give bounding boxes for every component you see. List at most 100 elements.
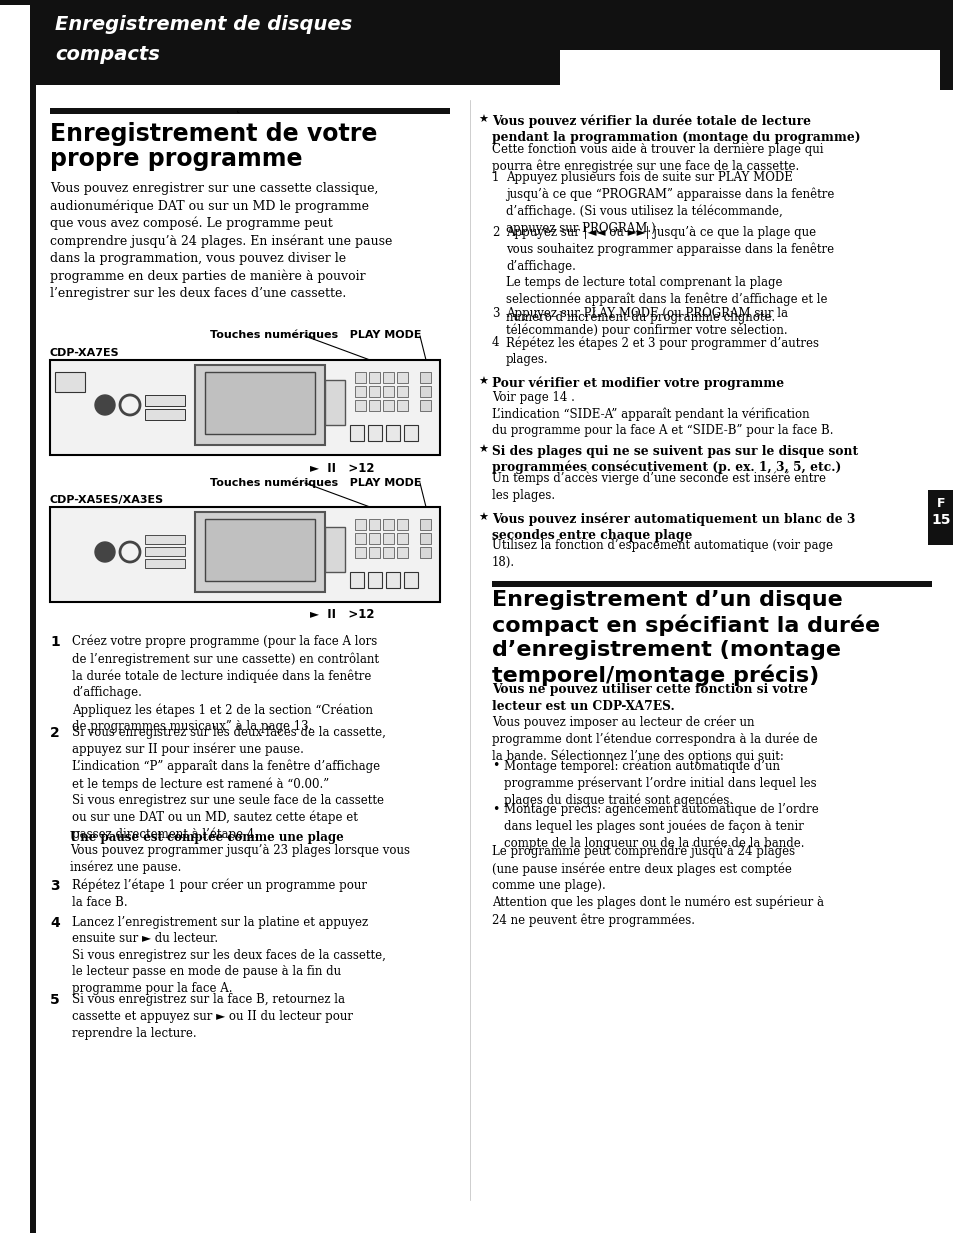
Bar <box>382 399 394 411</box>
Bar <box>355 399 366 411</box>
Text: Vous pouvez insérer automatiquement un blanc de 3
secondes entre chaque plage: Vous pouvez insérer automatiquement un b… <box>492 513 855 543</box>
Text: Répétez l’étape 1 pour créer un programme pour
la face B.: Répétez l’étape 1 pour créer un programm… <box>71 879 367 909</box>
Text: Voir page 14 .
L’indication “SIDE-A” apparaît pendant la vérification
du program: Voir page 14 . L’indication “SIDE-A” app… <box>492 391 833 438</box>
Text: 4: 4 <box>50 916 60 930</box>
Text: Touches numériques   PLAY MODE: Touches numériques PLAY MODE <box>210 330 421 340</box>
Text: CDP-XA5ES/XA3ES: CDP-XA5ES/XA3ES <box>50 494 164 506</box>
Bar <box>355 386 366 397</box>
Bar <box>382 547 394 559</box>
Text: Lancez l’enregistrement sur la platine et appuyez
ensuite sur ► du lecteur.
Si v: Lancez l’enregistrement sur la platine e… <box>71 916 385 995</box>
Text: Vous pouvez programmer jusqu’à 23 plages lorsque vous
insérez une pause.: Vous pouvez programmer jusqu’à 23 plages… <box>70 845 410 874</box>
Bar <box>145 535 185 544</box>
Bar <box>30 0 36 1233</box>
Bar <box>30 5 559 85</box>
Text: ★: ★ <box>477 115 488 125</box>
Text: Appuyez plusieurs fois de suite sur PLAY MODE
jusqu’à ce que “PROGRAM” apparaiss: Appuyez plusieurs fois de suite sur PLAY… <box>505 171 834 234</box>
Bar <box>50 109 450 113</box>
Text: compacts: compacts <box>55 44 160 64</box>
Text: 1: 1 <box>492 171 498 184</box>
Text: 2: 2 <box>492 226 498 239</box>
Bar <box>355 547 366 559</box>
Bar <box>205 519 314 581</box>
Bar <box>355 372 366 383</box>
Bar <box>55 372 85 392</box>
Text: Vous pouvez imposer au lecteur de créer un
programme dont l’étendue correspondra: Vous pouvez imposer au lecteur de créer … <box>492 715 817 763</box>
Bar <box>50 507 439 602</box>
Text: Utilisez la fonction d’espacement automatique (voir page
18).: Utilisez la fonction d’espacement automa… <box>492 540 832 568</box>
Text: ˛: ˛ <box>234 100 241 113</box>
Bar <box>396 519 408 530</box>
Text: Si vous enregistrez sur les deux faces de la cassette,
appuyez sur II pour insér: Si vous enregistrez sur les deux faces d… <box>71 726 385 841</box>
Text: Montage temporel: création automatique d’un
programme préservant l’ordre initial: Montage temporel: création automatique d… <box>503 760 816 808</box>
Text: Appuyez sur PLAY MODE (ou PROGRAM sur la
télécommande) pour confirmer votre séle: Appuyez sur PLAY MODE (ou PROGRAM sur la… <box>505 307 787 337</box>
Bar <box>194 365 325 445</box>
Bar <box>369 386 379 397</box>
Text: 5: 5 <box>50 994 60 1007</box>
Bar <box>382 386 394 397</box>
Bar <box>382 372 394 383</box>
Bar <box>396 386 408 397</box>
Bar <box>559 5 949 51</box>
Text: ►  II   >12: ► II >12 <box>310 608 375 621</box>
Bar <box>355 519 366 530</box>
Text: Cette fonction vous aide à trouver la dernière plage qui
pourra être enregistrée: Cette fonction vous aide à trouver la de… <box>492 142 822 173</box>
Text: Touches numériques   PLAY MODE: Touches numériques PLAY MODE <box>210 478 421 488</box>
Text: •: • <box>492 803 498 815</box>
Text: Une pause est comptée comme une plage: Une pause est comptée comme une plage <box>70 831 343 845</box>
Bar <box>403 425 417 441</box>
Text: ★: ★ <box>477 513 488 523</box>
Text: Créez votre propre programme (pour la face A lors
de l’enregistrement sur une ca: Créez votre propre programme (pour la fa… <box>71 635 378 734</box>
Bar <box>325 526 345 572</box>
Bar <box>350 425 364 441</box>
Text: Vous ne pouvez utiliser cette fonction si votre
lecteur est un CDP-XA7ES.: Vous ne pouvez utiliser cette fonction s… <box>492 683 807 713</box>
Text: Répétez les étapes 2 et 3 pour programmer d’autres
plages.: Répétez les étapes 2 et 3 pour programme… <box>505 337 818 366</box>
Bar <box>419 547 431 559</box>
Text: Enregistrement d’un disque
compact en spécifiant la durée
d’enregistrement (mont: Enregistrement d’un disque compact en sp… <box>492 591 880 687</box>
Text: Enregistrement de votre: Enregistrement de votre <box>50 122 377 145</box>
Text: CDP-XA7ES: CDP-XA7ES <box>50 348 119 358</box>
Text: Montage précis: agencement automatique de l’ordre
dans lequel les plages sont jo: Montage précis: agencement automatique d… <box>503 803 818 851</box>
Bar <box>419 533 431 544</box>
Bar <box>403 572 417 588</box>
Bar <box>194 512 325 592</box>
Text: Si des plages qui ne se suivent pas sur le disque sont
programmées consécutiveme: Si des plages qui ne se suivent pas sur … <box>492 445 858 475</box>
Bar <box>492 581 931 587</box>
Bar <box>325 380 345 425</box>
Text: Si vous enregistrez sur la face B, retournez la
cassette et appuyez sur ► ou II : Si vous enregistrez sur la face B, retou… <box>71 994 353 1039</box>
Bar <box>368 425 381 441</box>
Bar <box>927 490 953 545</box>
Bar <box>939 0 953 90</box>
Bar <box>145 547 185 556</box>
Bar <box>368 572 381 588</box>
Text: ★: ★ <box>477 445 488 455</box>
Text: 3: 3 <box>50 879 59 893</box>
Text: •: • <box>492 760 498 773</box>
Bar <box>369 547 379 559</box>
Bar <box>369 533 379 544</box>
Text: 2: 2 <box>50 726 60 740</box>
Bar <box>419 372 431 383</box>
Bar <box>396 547 408 559</box>
Bar <box>369 372 379 383</box>
Bar <box>145 395 185 406</box>
Text: Appuyez sur |◄◄ ou ►►| jusqu’à ce que la plage que
vous souhaitez programmer app: Appuyez sur |◄◄ ou ►►| jusqu’à ce que la… <box>505 226 833 323</box>
Bar <box>369 399 379 411</box>
Text: 1: 1 <box>50 635 60 649</box>
Text: Le programme peut comprendre jusqu’à 24 plages
(une pause insérée entre deux pla: Le programme peut comprendre jusqu’à 24 … <box>492 846 823 926</box>
Bar <box>386 425 399 441</box>
Text: F: F <box>936 497 944 510</box>
Bar <box>0 0 953 5</box>
Bar <box>396 533 408 544</box>
Text: 15: 15 <box>930 513 950 526</box>
Text: ★: ★ <box>477 377 488 387</box>
Bar <box>386 572 399 588</box>
Circle shape <box>95 543 115 562</box>
Bar <box>205 372 314 434</box>
Bar <box>382 533 394 544</box>
Bar <box>369 519 379 530</box>
Text: Vous pouvez vérifier la durée totale de lecture
pendant la programmation (montag: Vous pouvez vérifier la durée totale de … <box>492 115 860 144</box>
Bar <box>419 399 431 411</box>
Bar <box>350 572 364 588</box>
Bar <box>50 360 439 455</box>
Bar <box>355 533 366 544</box>
